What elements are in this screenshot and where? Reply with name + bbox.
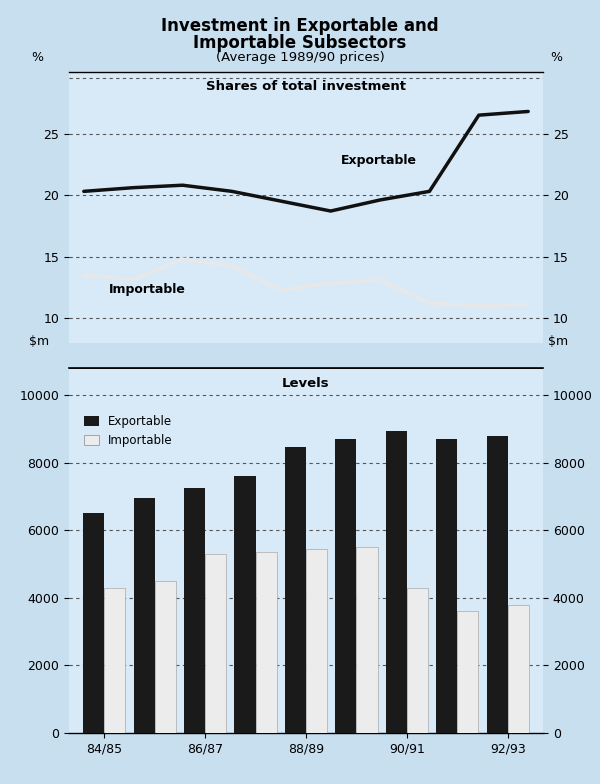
- Bar: [104, 588, 125, 733]
- Bar: [457, 612, 478, 733]
- Legend: Exportable, Importable: Exportable, Importable: [80, 410, 178, 452]
- Text: Shares of total investment: Shares of total investment: [206, 80, 406, 93]
- Text: Investment in Exportable and: Investment in Exportable and: [161, 17, 439, 35]
- Text: Importable: Importable: [109, 283, 185, 296]
- Bar: [335, 439, 356, 733]
- Text: %: %: [550, 51, 562, 64]
- Bar: [184, 488, 205, 733]
- Bar: [83, 514, 104, 733]
- Bar: [356, 547, 377, 733]
- Bar: [386, 430, 407, 733]
- Bar: [134, 498, 155, 733]
- Text: (Average 1989/90 prices): (Average 1989/90 prices): [215, 51, 385, 64]
- Bar: [508, 604, 529, 733]
- Bar: [155, 581, 176, 733]
- Bar: [285, 448, 306, 733]
- Bar: [256, 552, 277, 733]
- Text: Importable Subsectors: Importable Subsectors: [193, 34, 407, 52]
- Text: %: %: [31, 51, 43, 64]
- Bar: [487, 436, 508, 733]
- Bar: [407, 588, 428, 733]
- Text: $m: $m: [548, 335, 568, 348]
- Bar: [436, 439, 457, 733]
- Bar: [306, 549, 327, 733]
- Bar: [235, 476, 256, 733]
- Text: Exportable: Exportable: [341, 154, 416, 167]
- Text: Levels: Levels: [282, 377, 330, 390]
- Bar: [205, 554, 226, 733]
- Text: $m: $m: [29, 335, 49, 348]
